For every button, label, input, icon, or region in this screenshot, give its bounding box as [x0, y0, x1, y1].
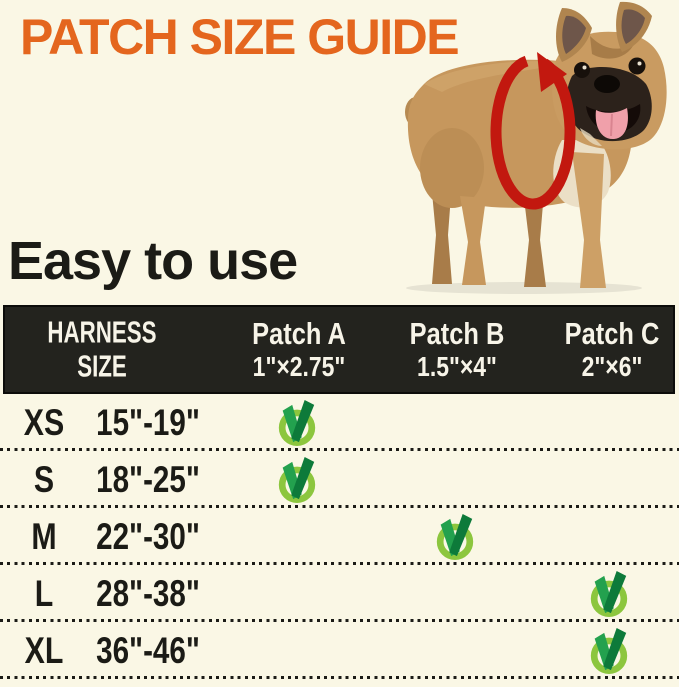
header-col-patch-b: Patch B 1.5"×4" — [410, 316, 505, 382]
patch-a-name: Patch A — [252, 315, 346, 351]
patch-b-name: Patch B — [409, 315, 505, 351]
harness-size-line2: SIZE — [77, 348, 127, 384]
table-header: HARNESS SIZE Patch A 1"×2.75" Patch B 1.… — [3, 305, 675, 394]
row-divider — [0, 619, 679, 622]
table-row-m: M 22"-30" — [0, 508, 679, 565]
girth-range: 18"-25" — [96, 458, 200, 500]
patch-c-name: Patch C — [564, 315, 660, 351]
measuring-arrow-icon — [490, 52, 576, 210]
table-row-s: S 18"-25" — [0, 451, 679, 508]
girth-range: 22"-30" — [96, 515, 200, 557]
french-bulldog-image — [405, 1, 667, 294]
table-row-l: L 28"-38" — [0, 565, 679, 622]
header-col-patch-c: Patch C 2"×6" — [565, 316, 660, 382]
size-label: XL — [24, 629, 64, 671]
size-table-rows: XS 15"-19" S 18"-25" M 22"-30" L 28"-38" — [0, 394, 679, 679]
table-row-xl: XL 36"-46" — [0, 622, 679, 679]
size-label: L — [34, 572, 54, 614]
row-divider — [0, 505, 679, 508]
girth-range: 15"-19" — [96, 401, 200, 443]
girth-range: 28"-38" — [96, 572, 200, 614]
row-divider — [0, 448, 679, 451]
patch-a-dimensions: 1"×2.75" — [252, 351, 346, 383]
row-divider — [0, 676, 679, 679]
page-title: PATCH SIZE GUIDE — [20, 9, 460, 65]
dog-illustration — [394, 0, 679, 295]
patch-b-dimensions: 1.5"×4" — [417, 351, 497, 383]
size-label: XS — [23, 401, 65, 443]
size-label: S — [33, 458, 55, 500]
patch-c-dimensions: 2"×6" — [581, 351, 643, 383]
header-col-harness-size: HARNESS SIZE — [47, 313, 157, 384]
girth-range: 36"-46" — [96, 629, 200, 671]
harness-size-line1: HARNESS — [47, 313, 157, 349]
size-label: M — [31, 515, 57, 557]
subtitle-easy-to-use: Easy to use — [8, 231, 298, 291]
check-icon — [609, 651, 653, 687]
row-divider — [0, 562, 679, 565]
table-row-xs: XS 15"-19" — [0, 394, 679, 451]
header-col-patch-a: Patch A 1"×2.75" — [252, 316, 346, 382]
